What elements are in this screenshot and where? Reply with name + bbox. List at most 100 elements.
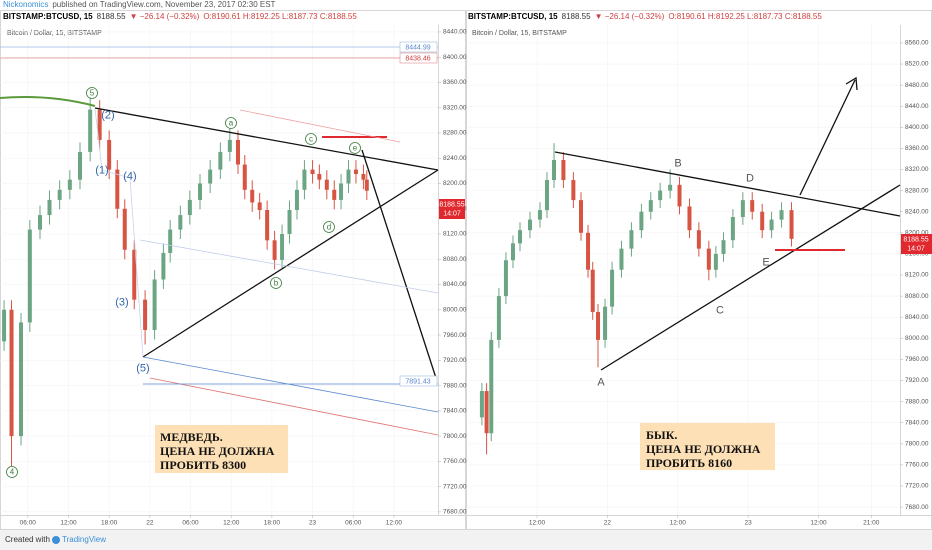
y-tick-label: 8560.00 <box>905 40 929 47</box>
x-tick-label: 12:00 <box>60 520 77 527</box>
y-tick-label: 8320.00 <box>905 166 929 173</box>
candle-body <box>346 169 351 184</box>
candle-body <box>218 151 223 170</box>
ohlc: O:8190.61 H:8192.25 L:8187.73 C:8188.55 <box>203 12 357 21</box>
candle-body <box>324 179 329 190</box>
candle-body <box>143 299 148 330</box>
candle-body <box>361 174 366 180</box>
arrow-head <box>845 76 858 91</box>
x-tick-label: 06:00 <box>182 520 199 527</box>
candle-body <box>658 190 663 201</box>
footer-brand[interactable]: TradingView <box>62 535 106 544</box>
last-price: 8188.55 <box>439 201 464 208</box>
y-tick-label: 7840.00 <box>443 408 467 415</box>
candle-body <box>730 216 735 241</box>
x-tick-label: 12:00 <box>810 520 827 527</box>
candle-body <box>668 184 673 191</box>
channel-line <box>139 239 439 294</box>
candle-body <box>302 169 307 190</box>
candle-body <box>603 306 608 340</box>
author[interactable]: Nickonomics <box>3 0 49 9</box>
candle-body <box>208 169 213 184</box>
wave-circle <box>305 133 317 145</box>
x-tick-label: 23 <box>309 520 317 527</box>
plots: 7680.00 7720.00 7760.00 7800.00 7840.00 7880.… <box>0 25 929 527</box>
wave-circle <box>6 466 18 478</box>
wave-circle <box>270 277 282 289</box>
candle-body <box>629 230 634 249</box>
candle-body <box>503 260 508 297</box>
y-tick-label: 8280.00 <box>905 187 929 194</box>
y-tick-label: 7680.00 <box>905 504 929 511</box>
y-tick-label: 7920.00 <box>905 377 929 384</box>
y-tick-label: 7840.00 <box>905 419 929 426</box>
candle-body <box>648 200 653 212</box>
candle-body <box>257 202 262 211</box>
y-tick-label: 8160.00 <box>905 251 929 258</box>
candle-body <box>479 391 484 418</box>
price-tag-label: 8444.99 <box>405 44 430 51</box>
candle-body <box>317 174 322 180</box>
footer-bar <box>0 530 932 550</box>
y-tick-label: 8080.00 <box>905 293 929 300</box>
candle-body <box>265 210 270 241</box>
wave-label: A <box>597 376 605 388</box>
candle-body <box>619 248 624 270</box>
x-tick-label: 23 <box>745 520 753 527</box>
y-tick-label: 8400.00 <box>905 124 929 131</box>
candle-body <box>578 200 583 233</box>
x-tick-label: 22 <box>604 520 612 527</box>
candle-body <box>115 169 120 209</box>
x-tick-label: 22 <box>146 520 154 527</box>
x-tick-label: 12:00 <box>529 520 546 527</box>
candle-body <box>740 200 745 217</box>
y-tick-label: 7960.00 <box>905 356 929 363</box>
x-tick-label: 06:00 <box>345 520 362 527</box>
symbol-line: BITSTAMP:BTCUSD, 15 8188.55 ▼ −26.14 (−0.3… <box>3 12 361 21</box>
symbol-line: BITSTAMP:BTCUSD, 15 8188.55 ▼ −26.14 (−0.3… <box>468 12 826 21</box>
published: published on TradingView.com, November 2… <box>52 0 276 9</box>
candle-body <box>706 248 711 270</box>
candle-body <box>122 208 127 250</box>
chart-title: Bitcoin / Dollar, 15, BITSTAMP <box>472 30 567 37</box>
footer-text: Created with <box>5 535 50 544</box>
y-tick-label: 7720.00 <box>905 483 929 490</box>
last: 8188.55 <box>561 12 591 21</box>
wave-label: (3) <box>115 296 128 308</box>
y-tick-label: 7760.00 <box>443 458 467 465</box>
countdown: 14:07 <box>907 245 925 252</box>
candle-body <box>484 391 489 434</box>
x-tick-label: 18:00 <box>264 520 281 527</box>
y-tick-label: 8480.00 <box>905 82 929 89</box>
wave-circle <box>349 142 361 154</box>
candle-body <box>250 189 255 203</box>
wave-label: (5) <box>136 362 149 374</box>
candle-body <box>496 296 501 340</box>
x-tick-label: 06:00 <box>20 520 37 527</box>
candle-body <box>235 139 240 165</box>
y-tick-label: 8240.00 <box>905 208 929 215</box>
y-tick-label: 8040.00 <box>443 281 467 288</box>
candle-body <box>571 180 576 201</box>
candle-body <box>561 160 566 181</box>
last-price-tag <box>901 234 932 254</box>
note-text: ПРОБИТЬ 8300 <box>160 458 246 472</box>
last-price-tag <box>439 199 465 219</box>
trendline <box>94 107 439 171</box>
y-tick-label: 8360.00 <box>905 145 929 152</box>
wave-label: 4 <box>10 468 15 477</box>
projection-line <box>361 149 437 379</box>
change: ▼ −26.14 (−0.32%) <box>594 12 665 21</box>
candle-body <box>38 215 43 230</box>
wave-path <box>94 107 144 358</box>
chart-title: Bitcoin / Dollar, 15, BITSTAMP <box>7 30 102 37</box>
y-tick-label: 8040.00 <box>905 314 929 321</box>
candle-body <box>510 243 515 261</box>
candle-body <box>750 200 755 212</box>
candle-body <box>272 240 277 260</box>
y-tick-label: 7800.00 <box>443 433 467 440</box>
candle-body <box>57 189 62 200</box>
candle-body <box>518 230 523 244</box>
y-tick-label: 8520.00 <box>905 61 929 68</box>
price-tag-label: 8438.46 <box>405 55 430 62</box>
